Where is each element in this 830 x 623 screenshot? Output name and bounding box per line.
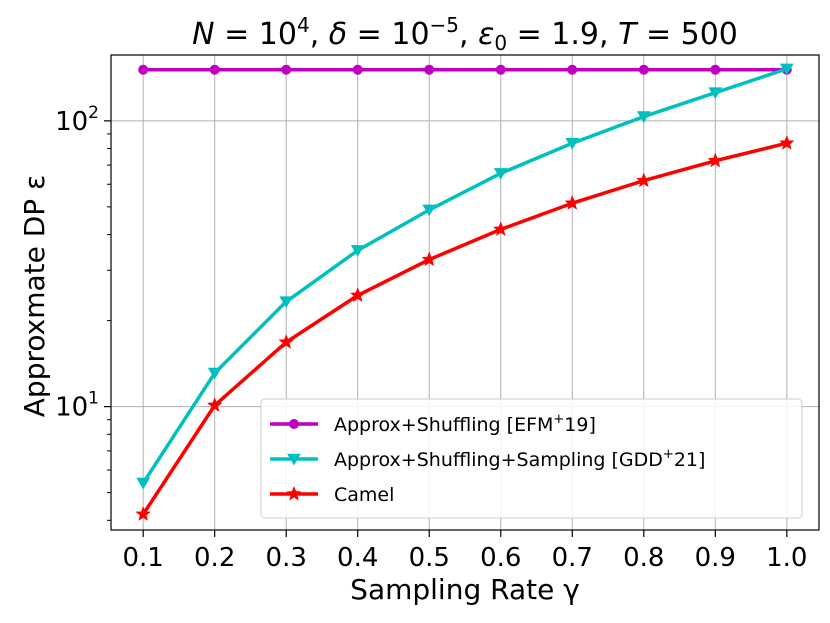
x-tick-label: 0.3 <box>266 543 307 573</box>
plot-frame <box>110 54 820 531</box>
data-point <box>708 87 723 100</box>
x-tick-label: 0.4 <box>337 543 378 573</box>
data-point <box>567 64 578 75</box>
y-axis-label: Approxmate DP ε <box>18 175 51 417</box>
x-tick-label: 0.1 <box>123 543 164 573</box>
y-tick-label: 102 <box>55 103 99 137</box>
x-tick-label: 0.8 <box>623 543 664 573</box>
series-1 <box>136 63 794 490</box>
data-point <box>638 64 649 75</box>
x-tick-label: 0.5 <box>409 543 450 573</box>
x-tick-label: 0.7 <box>552 543 593 573</box>
data-point <box>424 64 435 75</box>
legend-label: Approx+Shuffling+Sampling [GDD+21] <box>334 447 705 471</box>
legend: Approx+Shuffling [EFM+19] Approx+Shufflin… <box>260 398 803 519</box>
x-tick-label: 1.0 <box>766 543 807 573</box>
data-point <box>278 334 295 349</box>
data-point <box>136 477 151 490</box>
series-0 <box>138 64 792 75</box>
data-point <box>779 63 794 76</box>
x-tick-label: 0.9 <box>695 543 736 573</box>
data-point <box>209 64 220 75</box>
data-point <box>135 506 151 521</box>
series-layer <box>135 63 795 521</box>
data-point <box>349 287 366 303</box>
legend-label: Approx+Shuffling [EFM+19] <box>334 412 596 436</box>
data-point <box>707 152 724 168</box>
data-point <box>710 64 721 75</box>
data-point <box>493 168 508 180</box>
y-tick-label: 101 <box>55 389 99 423</box>
legend-marker <box>289 419 299 429</box>
data-point <box>281 64 292 75</box>
data-point <box>206 397 223 413</box>
data-point <box>636 111 651 123</box>
data-point <box>422 204 437 217</box>
data-point <box>565 137 580 150</box>
chart-title: N = 104, δ = 10−5, ε0 = 1.9, T = 500 <box>192 13 738 55</box>
data-point <box>350 245 365 257</box>
legend-marker <box>287 453 301 466</box>
legend-entry: Approx+Shuffling [EFM+19] <box>270 412 596 436</box>
legend-label: Camel <box>334 484 394 506</box>
x-tick-label: 0.6 <box>480 543 521 573</box>
data-point <box>352 64 363 75</box>
data-point <box>421 251 438 267</box>
data-point <box>138 64 149 75</box>
data-point <box>495 64 506 75</box>
data-point <box>492 221 509 237</box>
legend-entry: Camel <box>270 484 394 506</box>
x-axis-label: Sampling Rate γ <box>350 573 580 606</box>
series-line <box>141 67 788 485</box>
data-point <box>564 195 581 210</box>
x-tick-label: 0.2 <box>194 543 235 573</box>
data-point <box>279 296 294 309</box>
legend-entry: Approx+Shuffling+Sampling [GDD+21] <box>270 447 705 471</box>
axis-ticks: 0.1 0.2 0.3 0.4 0.5 0.6 0.7 0.8 0.9 1.0 101 102 <box>55 103 807 573</box>
data-point <box>779 135 795 150</box>
legend-box <box>260 398 803 519</box>
data-point <box>635 172 652 188</box>
legend-marker <box>286 485 302 501</box>
series-2 <box>135 135 795 521</box>
series-line <box>141 141 788 516</box>
data-point <box>207 367 222 380</box>
